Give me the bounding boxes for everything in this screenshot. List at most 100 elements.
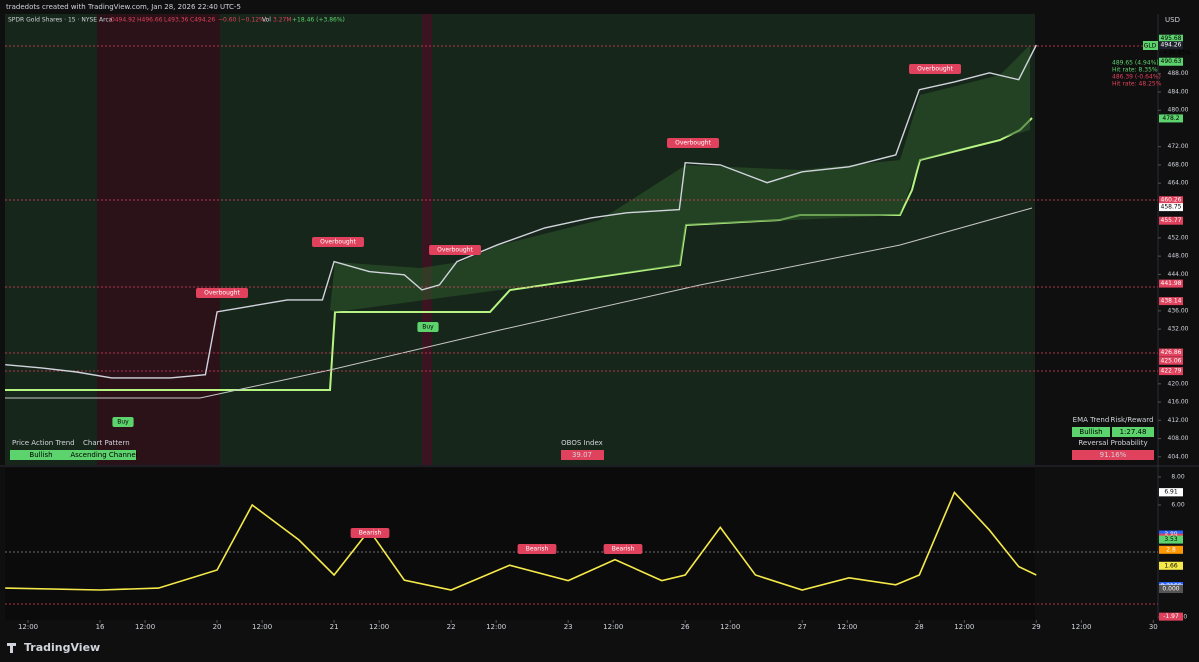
panel-title: Risk/Reward [1111, 416, 1154, 424]
x-tick-label: 22 [447, 623, 456, 631]
price-marker-label: 3.53 [1164, 536, 1178, 543]
y-tick-label: 444.00 [1168, 271, 1189, 278]
price-marker [1159, 279, 1183, 288]
ticker-badge [1143, 41, 1158, 50]
panel-title: OBOS Index [561, 439, 603, 447]
price-marker [1159, 561, 1183, 570]
price-marker-label: -1.97 [1163, 613, 1179, 620]
legend-high: H496.66 [137, 17, 163, 24]
signal-badge [417, 322, 439, 332]
bear-zone [422, 14, 432, 465]
x-tick-label: 12:00 [1071, 623, 1091, 631]
price-marker-label: 0.000 [1162, 586, 1179, 593]
footer-brand: TradingView [24, 641, 100, 654]
y-tick-label: 480.00 [1168, 107, 1189, 114]
panel-value: 39.07 [572, 451, 592, 459]
target-label: 489.65 (4.94%) [1112, 60, 1159, 67]
panel-title: Price Action Trend [12, 439, 75, 447]
price-marker-label: 494.26 [1161, 42, 1182, 49]
panel-cell [1072, 450, 1154, 460]
price-marker-label: 2.8 [1166, 546, 1176, 553]
footer-bar [0, 636, 1199, 662]
series-line [5, 44, 1037, 379]
y-tick-label: 472.00 [1168, 143, 1189, 150]
y-tick-label: 436.00 [1168, 307, 1189, 314]
price-marker [1159, 114, 1183, 123]
price-marker [1159, 488, 1183, 497]
panel-title: Reversal Probability [1078, 439, 1147, 447]
panel-cell [10, 450, 72, 460]
price-marker [1159, 216, 1183, 225]
panel-value: Bullish [1079, 428, 1102, 436]
y-tick-label: 484.00 [1168, 88, 1189, 95]
x-tick-label: 28 [915, 623, 924, 631]
price-marker [1159, 196, 1183, 205]
legend-low: L493.36 [164, 17, 189, 24]
x-tick-label: 12:00 [369, 623, 389, 631]
footer-logo [7, 643, 16, 653]
header-text: tradedots created with TradingView.com, … [6, 3, 241, 11]
price-marker [1159, 535, 1183, 544]
panel-title: Chart Pattern [83, 439, 130, 447]
price-marker-label: 478.2 [1162, 115, 1179, 122]
y-tick-label: 404.00 [1168, 453, 1189, 460]
price-marker [1159, 203, 1183, 212]
x-tick-label: 30 [1149, 623, 1158, 631]
signal-label: Overbought [675, 140, 711, 147]
x-tick-label: 12:00 [486, 623, 506, 631]
y-tick-label: 416.00 [1168, 399, 1189, 406]
y-tick-label: 408.00 [1168, 435, 1189, 442]
x-tick-label: 12:00 [135, 623, 155, 631]
price-marker-label: 490.63 [1161, 58, 1182, 65]
panel-cell [72, 450, 136, 460]
x-tick-label: 26 [681, 623, 690, 631]
signal-badge [312, 237, 364, 247]
x-tick-label: 12:00 [954, 623, 974, 631]
panel-cell [561, 450, 604, 460]
x-tick-label: 12:00 [837, 623, 857, 631]
price-marker [1159, 585, 1183, 594]
price-marker-label: 438.14 [1161, 298, 1182, 305]
price-marker [1159, 348, 1183, 357]
y-tick-label: 468.00 [1168, 161, 1189, 168]
level-lines [5, 45, 1158, 605]
y-tick-label: 420.00 [1168, 380, 1189, 387]
price-marker-label: 422.79 [1161, 368, 1182, 375]
x-tick-label: 12:00 [720, 623, 740, 631]
legend: SPDR Gold Shares · 15 · NYSE Arca O494.9… [8, 17, 345, 24]
price-marker [1159, 356, 1183, 365]
x-tick-label: 21 [330, 623, 339, 631]
legend-open: O494.92 [110, 17, 136, 24]
signal-label: Overbought [917, 66, 953, 73]
y-tick-label: 432.00 [1168, 326, 1189, 333]
panel-value: 91.16% [1100, 451, 1127, 459]
y-tick-label: 464.00 [1168, 180, 1189, 187]
signal-badge [112, 417, 134, 427]
signal-label: Bearish [612, 546, 635, 553]
panel-value: Ascending Channel [70, 451, 137, 459]
signal-badge [667, 138, 719, 148]
target-label: Hit rate: 48.25% [1112, 81, 1162, 88]
legend-volume: 3.27M [273, 17, 292, 24]
signal-label: Overbought [320, 239, 356, 246]
signal-badge [909, 64, 961, 74]
signal-label: Buy [422, 324, 434, 331]
x-tick-label: 12:00 [252, 623, 272, 631]
x-tick-label: 12:00 [603, 623, 623, 631]
price-marker-label: 460.26 [1161, 197, 1182, 204]
price-marker-label: 458.75 [1161, 204, 1182, 211]
legend-close: C494.26 [190, 17, 215, 24]
panel-title: EMA Trend [1073, 416, 1110, 424]
signal-label: Overbought [204, 290, 240, 297]
y-tick-label: 412.00 [1168, 417, 1189, 424]
series-line [5, 490, 1037, 591]
signal-badge [517, 544, 557, 554]
ticker-badge-text: GLD [1144, 43, 1157, 50]
x-tick-label: 23 [564, 623, 573, 631]
target-label: Hit rate: 8.35% [1112, 67, 1158, 74]
price-marker-label: 441.98 [1161, 280, 1182, 287]
signal-label: Bearish [526, 546, 549, 553]
x-tick-label: 16 [96, 623, 105, 631]
